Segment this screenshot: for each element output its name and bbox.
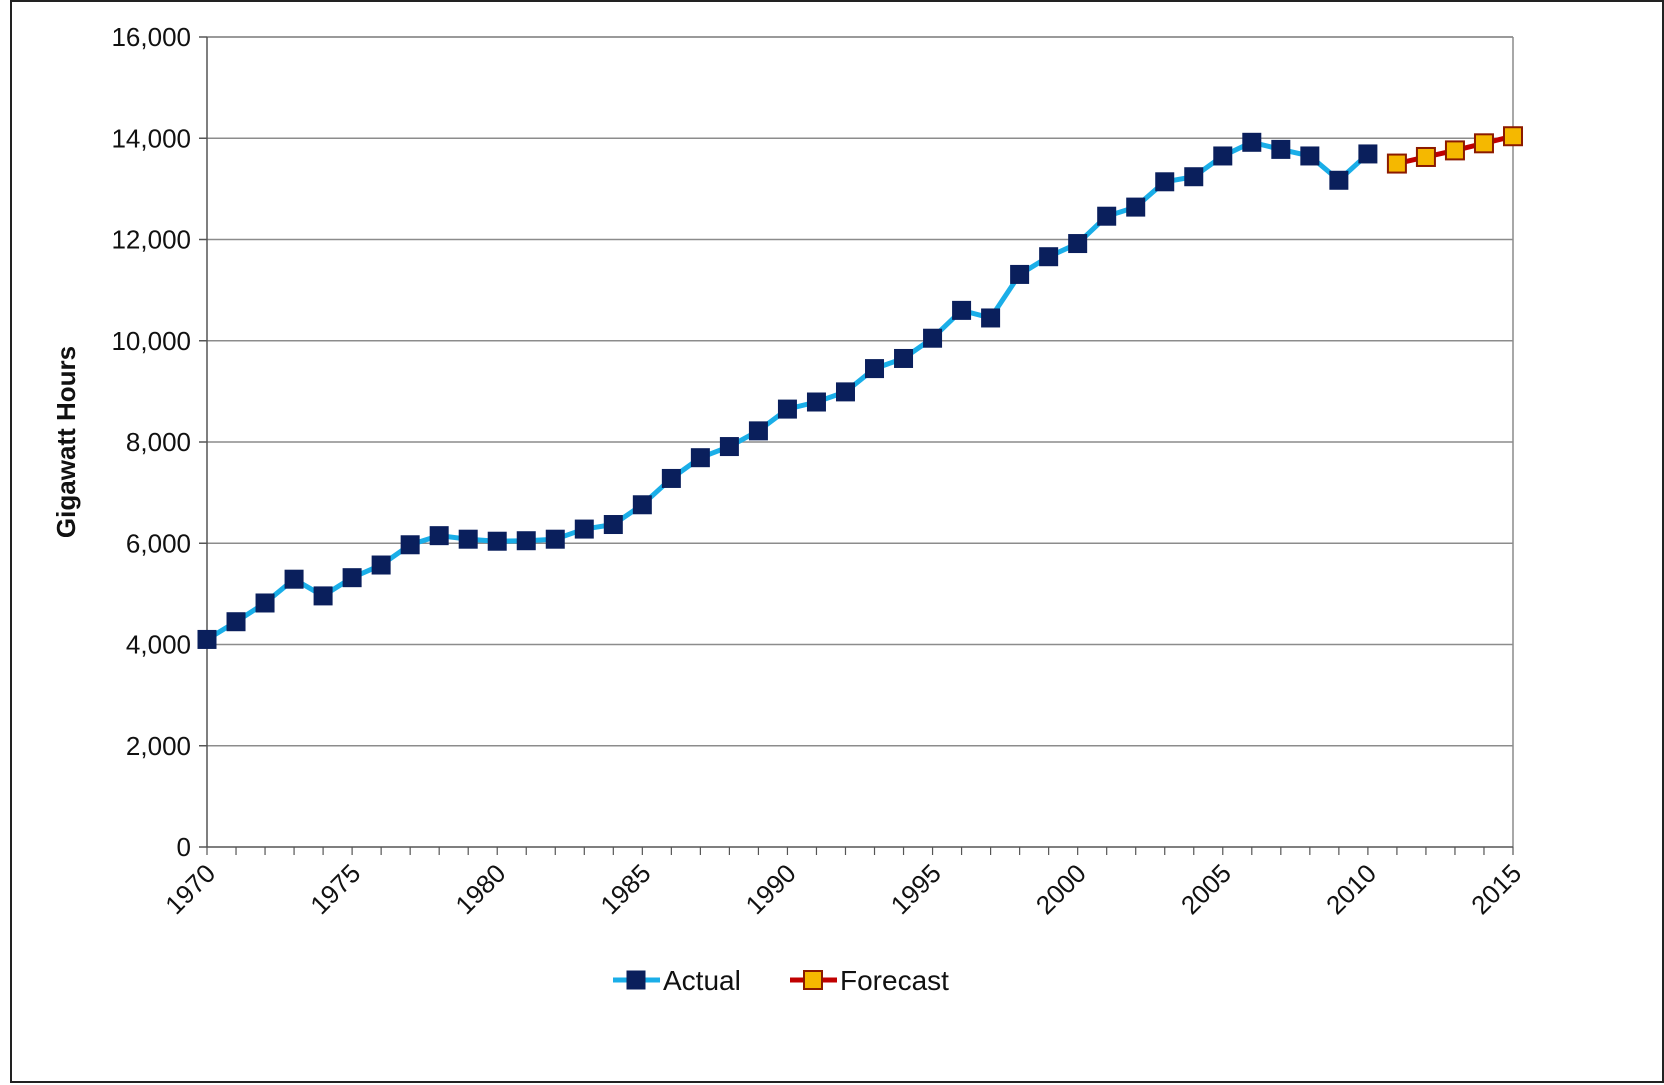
- data-point-actual: [865, 359, 885, 379]
- y-tick-labels: 0 2,000 4,000 6,000 8,000 10,000 12,000 14,000 1…: [111, 22, 191, 862]
- legend-actual-label: Actual: [663, 965, 741, 996]
- data-point-actual: [458, 529, 478, 549]
- data-point-actual: [952, 300, 972, 320]
- data-point-actual: [1271, 139, 1291, 159]
- y-tick-label: 12,000: [111, 225, 191, 255]
- data-point-forecast: [1386, 153, 1407, 174]
- data-point-actual: [1155, 172, 1175, 192]
- x-tick-label: 1995: [885, 858, 947, 920]
- data-point-actual: [981, 308, 1001, 328]
- y-axis-title: Gigawatt Hours: [51, 346, 81, 538]
- data-point-actual: [777, 399, 797, 419]
- data-point-actual: [545, 529, 565, 549]
- x-tick-label: 1990: [740, 858, 802, 920]
- legend-forecast-label: Forecast: [840, 965, 949, 996]
- legend-forecast-marker: [803, 970, 823, 990]
- x-tick-label: 2000: [1030, 858, 1092, 920]
- y-tick-label: 8,000: [126, 427, 191, 457]
- data-point-actual: [1126, 197, 1146, 217]
- data-point-actual: [690, 448, 710, 468]
- legend-item-forecast: Forecast: [790, 965, 949, 996]
- data-point-actual: [1358, 144, 1378, 164]
- y-tick-label: 14,000: [111, 123, 191, 153]
- data-point-actual: [923, 328, 943, 348]
- data-point-actual: [603, 515, 623, 535]
- data-point-actual: [516, 531, 536, 551]
- data-point-actual: [661, 468, 681, 488]
- data-point-actual: [835, 382, 855, 402]
- data-point-forecast: [1503, 126, 1523, 147]
- x-tick-labels: 1970 1975 1980 1985 1990 1995 2000 2005 2010 2015: [159, 858, 1527, 920]
- axes: [199, 36, 1514, 855]
- data-point-actual: [1010, 264, 1030, 284]
- data-point-actual: [400, 535, 420, 555]
- x-tick-label: 2005: [1175, 858, 1237, 920]
- data-point-actual: [342, 568, 362, 588]
- y-tick-label: 10,000: [111, 326, 191, 356]
- data-point-actual: [1329, 170, 1349, 190]
- series: [197, 126, 1523, 649]
- data-point-actual: [894, 348, 914, 368]
- y-tick-label: 2,000: [126, 731, 191, 761]
- data-point-actual: [632, 495, 652, 515]
- x-tick-label: 2010: [1320, 858, 1382, 920]
- series-forecast: [1386, 126, 1523, 174]
- data-point-actual: [1184, 167, 1204, 187]
- legend-actual-marker: [626, 970, 646, 990]
- data-point-actual: [284, 569, 304, 589]
- data-point-actual: [313, 586, 333, 606]
- y-tick-label: 6,000: [126, 528, 191, 558]
- x-tick-label: 1980: [449, 858, 511, 920]
- series-actual: [197, 132, 1378, 649]
- x-tick-label: 1975: [304, 858, 366, 920]
- data-point-actual: [748, 421, 768, 441]
- data-point-actual: [255, 593, 275, 613]
- y-tick-label: 4,000: [126, 630, 191, 660]
- chart-frame: 0 2,000 4,000 6,000 8,000 10,000 12,000 14,000 1…: [10, 0, 1664, 1083]
- data-point-actual: [1213, 146, 1233, 166]
- data-point-actual: [719, 437, 739, 457]
- data-point-actual: [1242, 132, 1262, 152]
- data-point-actual: [197, 629, 217, 649]
- data-point-forecast: [1415, 146, 1436, 167]
- x-tick-label: 2015: [1465, 858, 1527, 920]
- data-point-forecast: [1473, 133, 1494, 154]
- y-tick-label: 0: [177, 832, 191, 862]
- data-point-actual: [806, 392, 826, 412]
- data-point-actual: [487, 531, 507, 551]
- data-point-actual: [1097, 206, 1117, 226]
- x-tick-label: 1985: [594, 858, 656, 920]
- data-point-actual: [1039, 247, 1059, 267]
- data-point-actual: [226, 612, 246, 632]
- y-tick-label: 16,000: [111, 22, 191, 52]
- line-chart: 0 2,000 4,000 6,000 8,000 10,000 12,000 14,000 1…: [51, 22, 1527, 996]
- data-point-forecast: [1444, 140, 1465, 161]
- gridlines: [207, 36, 1513, 747]
- x-tick-label: 1970: [159, 858, 221, 920]
- legend-item-actual: Actual: [613, 965, 741, 996]
- data-point-actual: [429, 526, 449, 546]
- data-point-actual: [574, 519, 594, 539]
- legend: Actual Forecast: [613, 965, 949, 996]
- data-point-actual: [371, 555, 391, 575]
- data-point-actual: [1300, 146, 1320, 166]
- data-point-actual: [1068, 234, 1088, 254]
